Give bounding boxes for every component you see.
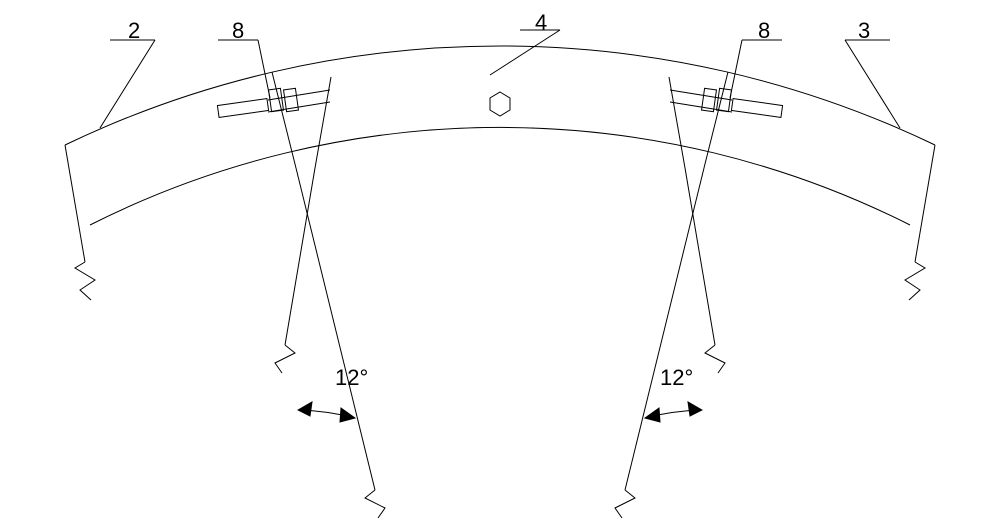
angle-label-left: 12° <box>335 365 368 391</box>
angle-label-right: 12° <box>660 365 693 391</box>
label-8-left: 8 <box>232 18 244 44</box>
left-outer-edge <box>65 145 85 262</box>
leader-2 <box>100 40 155 128</box>
inner-arc <box>90 127 910 225</box>
engineering-diagram <box>0 0 1000 528</box>
right-break <box>905 262 925 300</box>
right-outer-edge <box>915 145 935 262</box>
label-4: 4 <box>535 10 547 36</box>
angle-left-break2 <box>275 345 295 373</box>
left-break <box>75 262 95 300</box>
bolt-right <box>670 88 783 117</box>
outer-arc <box>65 46 935 145</box>
leader-4 <box>490 30 560 75</box>
angle-left-line1 <box>296 168 375 490</box>
angle-right-break1 <box>615 490 635 518</box>
angle-left-line2 <box>285 168 315 345</box>
label-2: 2 <box>128 18 140 44</box>
angle-dim-right <box>645 402 702 422</box>
bolt-left <box>217 88 330 117</box>
angle-right-line1 <box>625 168 704 490</box>
center-hexagon <box>490 92 510 116</box>
label-8-right: 8 <box>758 18 770 44</box>
angle-right-break2 <box>705 345 725 373</box>
angle-left-break1 <box>365 490 385 518</box>
angle-right-line2 <box>685 168 715 345</box>
leader-8-left <box>258 40 270 98</box>
leader-8-right <box>730 40 742 98</box>
label-3: 3 <box>858 18 870 44</box>
angle-dim-left <box>298 402 355 422</box>
leader-3 <box>845 40 900 128</box>
